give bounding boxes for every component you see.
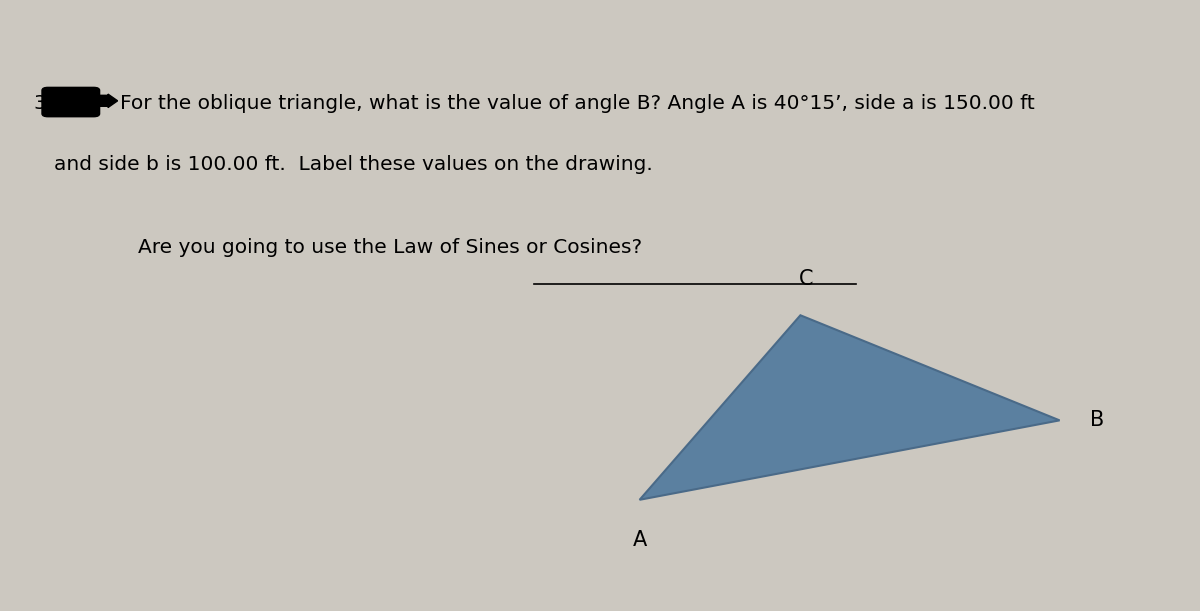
FancyArrow shape: [94, 94, 118, 108]
Text: A: A: [632, 530, 647, 549]
Text: Are you going to use the Law of Sines or Cosines?: Are you going to use the Law of Sines or…: [138, 238, 642, 257]
Text: C: C: [799, 269, 814, 288]
Text: B: B: [1090, 411, 1104, 430]
Text: 3.: 3.: [34, 94, 53, 114]
FancyBboxPatch shape: [42, 87, 100, 117]
Text: and side b is 100.00 ft.  Label these values on the drawing.: and side b is 100.00 ft. Label these val…: [54, 155, 653, 175]
Polygon shape: [640, 315, 1060, 500]
Text: For the oblique triangle, what is the value of angle B? Angle A is 40°15’, side : For the oblique triangle, what is the va…: [120, 94, 1034, 114]
